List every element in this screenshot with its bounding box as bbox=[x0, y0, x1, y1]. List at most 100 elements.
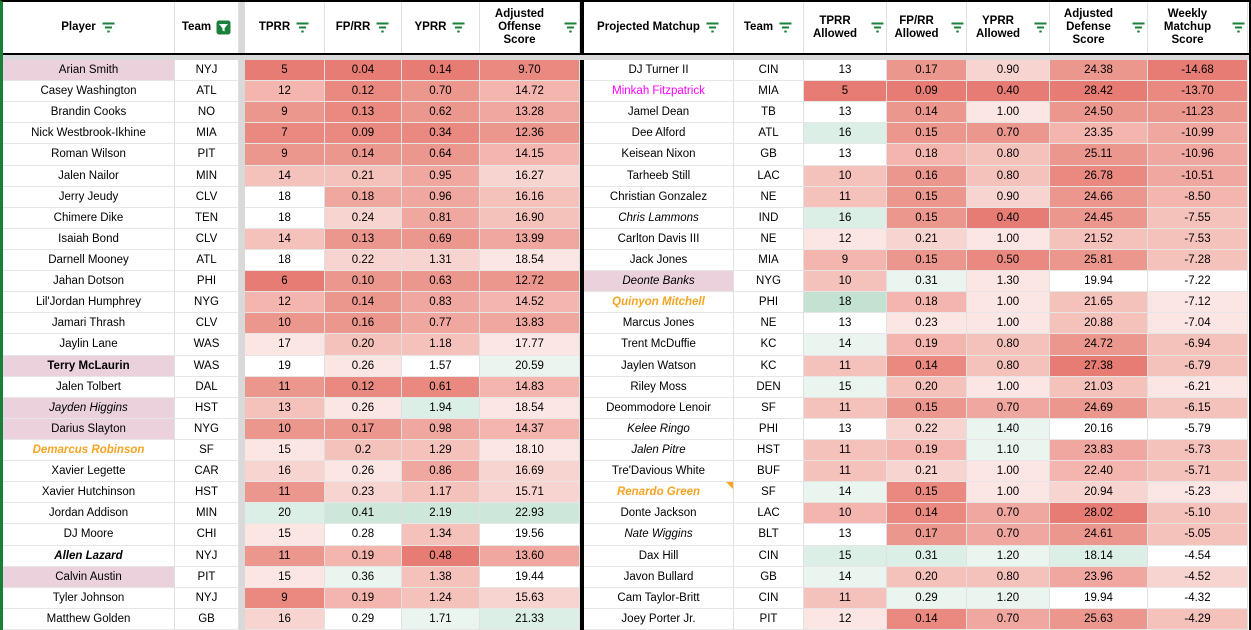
filter-icon[interactable] bbox=[705, 20, 720, 35]
yprr-allowed-cell[interactable]: 1.00 bbox=[967, 461, 1050, 483]
team-cell[interactable]: DAL bbox=[175, 376, 239, 398]
yprr-cell[interactable]: 1.94 bbox=[402, 397, 480, 419]
team-cell[interactable]: CLV bbox=[175, 186, 239, 208]
col-header-adjusted-offense-score[interactable]: Adjusted Offense Score bbox=[480, 2, 580, 53]
player-name-cell[interactable]: Jamari Thrash bbox=[3, 313, 175, 335]
team-cell[interactable]: MIA bbox=[734, 249, 804, 272]
adj-defense-score-cell[interactable]: 22.40 bbox=[1050, 461, 1148, 483]
fprr-allowed-cell[interactable]: 0.15 bbox=[887, 186, 967, 208]
filter-icon[interactable] bbox=[295, 20, 310, 35]
team-cell[interactable]: BUF bbox=[734, 461, 804, 483]
fprr-cell[interactable]: 0.20 bbox=[325, 334, 402, 356]
team-cell[interactable]: PHI bbox=[734, 418, 804, 440]
yprr-allowed-cell[interactable]: 0.80 bbox=[967, 355, 1050, 377]
player-matchup-cell[interactable]: Tre'Davious White bbox=[584, 461, 734, 483]
player-matchup-cell[interactable]: Cam Taylor-Britt bbox=[584, 587, 734, 609]
col-header-fp-rr[interactable]: FP/RR bbox=[325, 2, 402, 53]
weekly-matchup-score-cell[interactable]: -6.15 bbox=[1148, 397, 1248, 419]
adj-offense-score-cell[interactable]: 21.33 bbox=[480, 608, 580, 630]
weekly-matchup-score-cell[interactable]: -7.04 bbox=[1148, 313, 1248, 335]
yprr-cell[interactable]: 0.83 bbox=[402, 292, 480, 314]
yprr-allowed-cell[interactable]: 0.80 bbox=[967, 144, 1050, 166]
adj-defense-score-cell[interactable]: 25.11 bbox=[1050, 144, 1148, 166]
adj-defense-score-cell[interactable]: 24.38 bbox=[1050, 60, 1148, 82]
yprr-cell[interactable]: 0.77 bbox=[402, 313, 480, 335]
team-cell[interactable]: CAR bbox=[175, 461, 239, 483]
yprr-allowed-cell[interactable]: 0.80 bbox=[967, 334, 1050, 356]
adj-offense-score-cell[interactable]: 16.90 bbox=[480, 207, 580, 229]
tprr-cell[interactable]: 19 bbox=[245, 355, 325, 377]
adj-offense-score-cell[interactable]: 18.54 bbox=[480, 397, 580, 419]
player-name-cell[interactable]: Allen Lazard bbox=[3, 545, 175, 567]
col-header-yprr[interactable]: YPRR bbox=[402, 2, 480, 53]
fprr-allowed-cell[interactable]: 0.15 bbox=[887, 123, 967, 145]
adj-defense-score-cell[interactable]: 24.50 bbox=[1050, 102, 1148, 124]
tprr-cell[interactable]: 16 bbox=[245, 461, 325, 483]
fprr-allowed-cell[interactable]: 0.15 bbox=[887, 249, 967, 272]
tprr-cell[interactable]: 18 bbox=[245, 249, 325, 272]
team-cell[interactable]: CLV bbox=[175, 228, 239, 250]
yprr-cell[interactable]: 0.98 bbox=[402, 418, 480, 440]
fprr-cell[interactable]: 0.17 bbox=[325, 418, 402, 440]
yprr-allowed-cell[interactable]: 0.70 bbox=[967, 397, 1050, 419]
fprr-allowed-cell[interactable]: 0.21 bbox=[887, 228, 967, 250]
team-cell[interactable]: NE bbox=[734, 228, 804, 250]
weekly-matchup-score-cell[interactable]: -8.50 bbox=[1148, 186, 1248, 208]
yprr-cell[interactable]: 0.48 bbox=[402, 545, 480, 567]
player-matchup-cell[interactable]: Deonte Banks bbox=[584, 271, 734, 293]
fprr-allowed-cell[interactable]: 0.19 bbox=[887, 334, 967, 356]
team-cell[interactable]: MIA bbox=[175, 123, 239, 145]
fprr-cell[interactable]: 0.26 bbox=[325, 397, 402, 419]
yprr-allowed-cell[interactable]: 1.20 bbox=[967, 587, 1050, 609]
tprr-allowed-cell[interactable]: 11 bbox=[804, 397, 887, 419]
yprr-allowed-cell[interactable]: 1.00 bbox=[967, 102, 1050, 124]
player-matchup-cell[interactable]: Javon Bullard bbox=[584, 566, 734, 588]
player-matchup-cell[interactable]: Carlton Davis III bbox=[584, 228, 734, 250]
yprr-cell[interactable]: 0.14 bbox=[402, 60, 480, 82]
adj-defense-score-cell[interactable]: 21.03 bbox=[1050, 376, 1148, 398]
tprr-allowed-cell[interactable]: 11 bbox=[804, 461, 887, 483]
weekly-matchup-score-cell[interactable]: -10.96 bbox=[1148, 144, 1248, 166]
adj-offense-score-cell[interactable]: 13.60 bbox=[480, 545, 580, 567]
adj-defense-score-cell[interactable]: 20.88 bbox=[1050, 313, 1148, 335]
filter-icon[interactable] bbox=[1231, 20, 1246, 35]
fprr-cell[interactable]: 0.41 bbox=[325, 503, 402, 525]
tprr-cell[interactable]: 6 bbox=[245, 271, 325, 293]
col-header-projected-matchup[interactable]: Projected Matchup bbox=[584, 2, 734, 53]
weekly-matchup-score-cell[interactable]: -6.21 bbox=[1148, 376, 1248, 398]
player-matchup-cell[interactable]: Marcus Jones bbox=[584, 313, 734, 335]
team-cell[interactable]: ATL bbox=[175, 249, 239, 272]
team-cell[interactable]: PIT bbox=[734, 608, 804, 630]
adj-defense-score-cell[interactable]: 19.94 bbox=[1050, 587, 1148, 609]
team-cell[interactable]: NYJ bbox=[175, 587, 239, 609]
adj-defense-score-cell[interactable]: 23.35 bbox=[1050, 123, 1148, 145]
yprr-cell[interactable]: 0.96 bbox=[402, 186, 480, 208]
player-name-cell[interactable]: Tyler Johnson bbox=[3, 587, 175, 609]
yprr-cell[interactable]: 1.71 bbox=[402, 608, 480, 630]
weekly-matchup-score-cell[interactable]: -5.10 bbox=[1148, 503, 1248, 525]
yprr-cell[interactable]: 1.38 bbox=[402, 566, 480, 588]
player-matchup-cell[interactable]: Dee Alford bbox=[584, 123, 734, 145]
tprr-cell[interactable]: 5 bbox=[245, 60, 325, 82]
fprr-cell[interactable]: 0.2 bbox=[325, 439, 402, 462]
player-name-cell[interactable]: Jordan Addison bbox=[3, 503, 175, 525]
yprr-cell[interactable]: 1.34 bbox=[402, 524, 480, 546]
adj-offense-score-cell[interactable]: 18.10 bbox=[480, 439, 580, 462]
player-matchup-cell[interactable]: Minkah Fitzpatrick bbox=[584, 81, 734, 103]
adj-defense-score-cell[interactable]: 23.96 bbox=[1050, 566, 1148, 588]
player-name-cell[interactable]: Brandin Cooks bbox=[3, 102, 175, 124]
player-matchup-cell[interactable]: Dax Hill bbox=[584, 545, 734, 567]
adj-defense-score-cell[interactable]: 23.83 bbox=[1050, 439, 1148, 462]
col-header-yprr-allowed[interactable]: YPRR Allowed bbox=[967, 2, 1050, 53]
fprr-cell[interactable]: 0.10 bbox=[325, 271, 402, 293]
col-header-weekly-matchup-score[interactable]: Weekly Matchup Score bbox=[1148, 2, 1248, 53]
team-cell[interactable]: HST bbox=[734, 439, 804, 462]
weekly-matchup-score-cell[interactable]: -4.32 bbox=[1148, 587, 1248, 609]
fprr-cell[interactable]: 0.26 bbox=[325, 461, 402, 483]
adj-defense-score-cell[interactable]: 20.94 bbox=[1050, 482, 1148, 504]
tprr-allowed-cell[interactable]: 15 bbox=[804, 376, 887, 398]
yprr-allowed-cell[interactable]: 1.00 bbox=[967, 376, 1050, 398]
team-cell[interactable]: NYG bbox=[175, 292, 239, 314]
fprr-cell[interactable]: 0.36 bbox=[325, 566, 402, 588]
player-matchup-cell[interactable]: Joey Porter Jr. bbox=[584, 608, 734, 630]
